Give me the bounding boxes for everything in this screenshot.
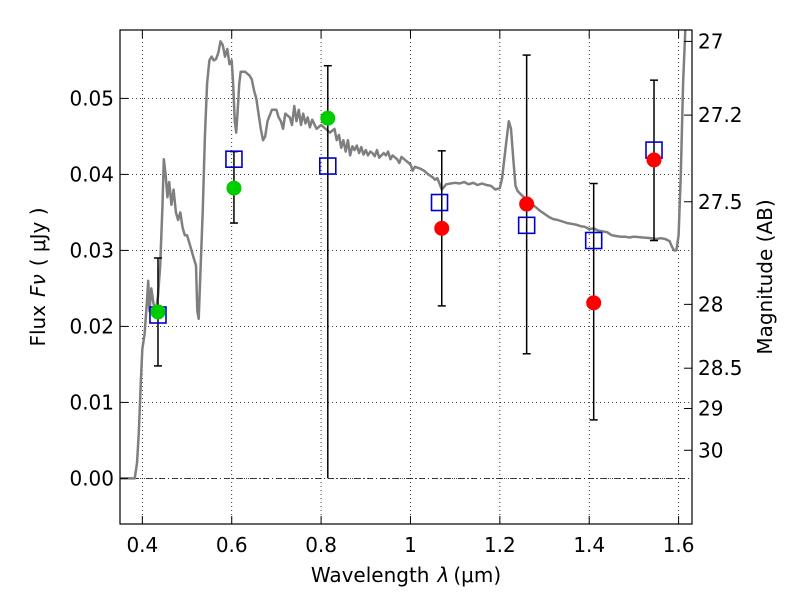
model-square-point [225, 150, 243, 168]
y-tick-label: 0.02 [69, 314, 114, 338]
y2-tick-label: 27 [698, 29, 723, 53]
y-tick-label: 0.03 [69, 238, 114, 262]
template-spectrum [120, 30, 687, 480]
x-tick-label: 1.2 [484, 533, 516, 557]
model-square-point [430, 193, 449, 212]
x-tick-label: 1 [404, 533, 417, 557]
x-tick-label: 0.8 [305, 533, 337, 557]
observed-circle-point [226, 180, 242, 196]
y2-tick-label: 27.5 [698, 190, 743, 214]
y-tick-label: 0.01 [69, 390, 114, 414]
observed-circle-point [646, 152, 662, 168]
error-bars [153, 54, 659, 479]
y-axis-label: FluxFν( μJy ) [26, 207, 50, 346]
observed-circle-point [519, 196, 535, 212]
observed-circle-point [586, 295, 602, 311]
y2-tick-label: 27.2 [698, 103, 743, 127]
y2-tick-label: 28.5 [698, 356, 743, 380]
y-tick-label: 0.05 [69, 86, 114, 110]
model-square-point [318, 157, 337, 175]
y-tick-label: 0.00 [69, 466, 114, 490]
x-axis-label: Wavelength λ (μm) [311, 563, 501, 587]
axis-ticks [120, 30, 692, 524]
plot-frame [119, 29, 693, 525]
y2-tick-label: 29 [698, 396, 723, 420]
grid-lines [120, 30, 692, 524]
y2-axis-label: Magnitude (AB) [753, 199, 777, 354]
model-square-point [517, 216, 536, 235]
x-tick-label: 1.6 [663, 533, 695, 557]
data-markers [149, 110, 663, 324]
tick-labels: 0.4 0.6 0.8 1 1.2 1.4 1.6 0.00 0.01 0.02 0.03 0.04 0… [69, 29, 742, 557]
x-tick-label: 0.4 [126, 533, 158, 557]
observed-circle-point [434, 220, 450, 236]
y2-tick-label: 30 [698, 438, 723, 462]
observed-circle-point [150, 304, 166, 320]
model-square-point [584, 231, 603, 250]
spectrum-line [120, 30, 687, 480]
y2-tick-label: 28 [698, 292, 723, 316]
x-tick-label: 1.4 [573, 533, 605, 557]
y-tick-label: 0.04 [69, 162, 114, 186]
x-tick-label: 0.6 [216, 533, 248, 557]
observed-circle-point [320, 110, 336, 126]
